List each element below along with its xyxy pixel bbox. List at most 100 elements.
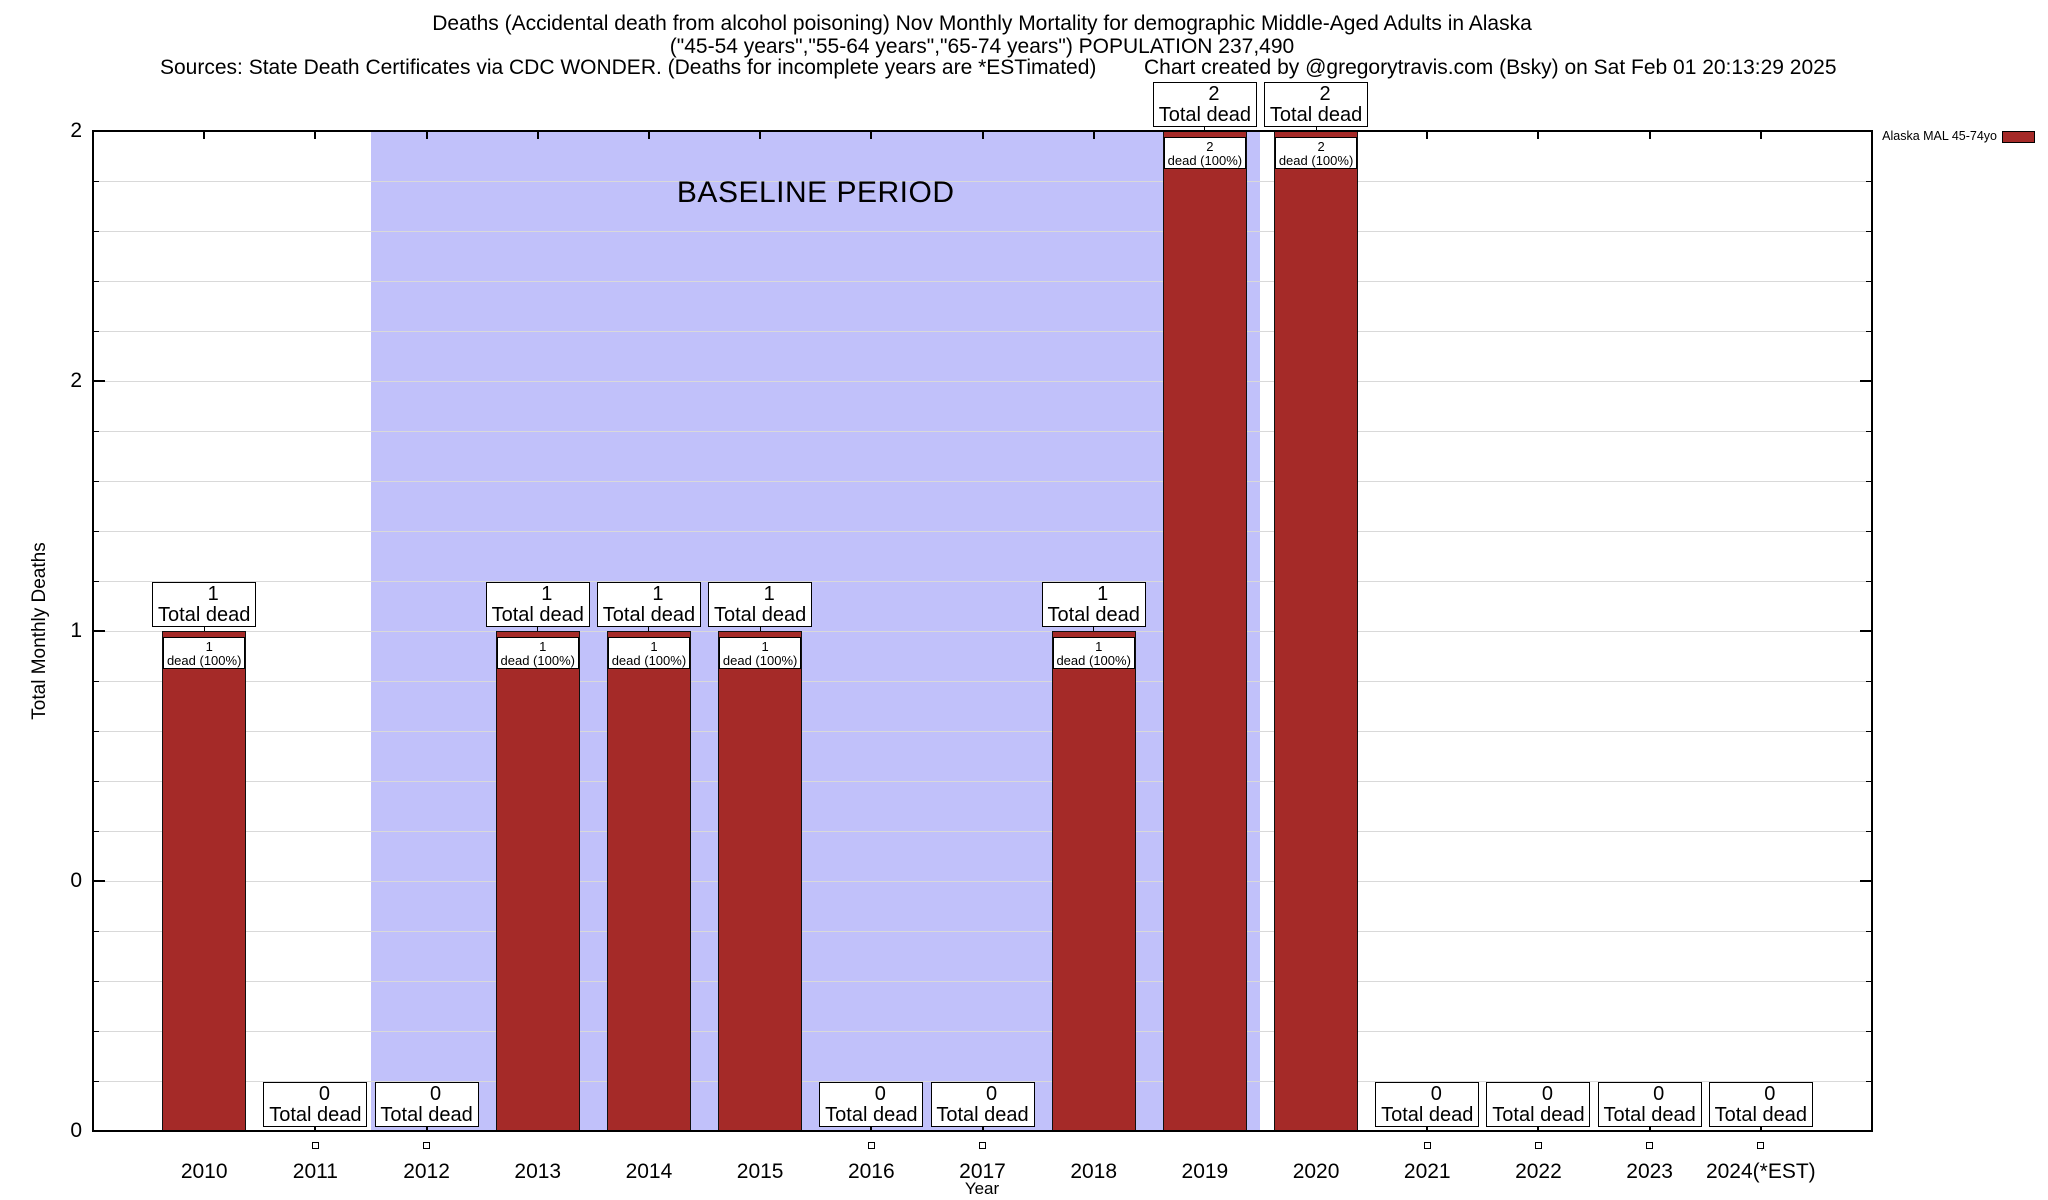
gridline	[93, 830, 1872, 832]
gridline	[93, 780, 1872, 782]
y-minor-tick-right	[1866, 580, 1872, 582]
y-minor-tick-left	[93, 230, 99, 232]
gridline	[93, 930, 1872, 932]
x-tick-top	[203, 131, 206, 139]
total-dead-value: 0	[874, 1083, 886, 1105]
y-minor-tick-left	[93, 930, 99, 932]
dead-pct-box-2014: 1 dead (100%)	[607, 637, 690, 669]
dead-count-value: 1	[539, 639, 547, 654]
y-major-tick-right	[1860, 130, 1872, 132]
total-dead-box-2013: 1 Total dead	[485, 582, 590, 627]
total-dead-value: 0	[430, 1083, 442, 1105]
y-minor-tick-left	[93, 980, 99, 982]
x-tick-label-2021: 2021	[1403, 1160, 1451, 1183]
x-tick-label-2023: 2023	[1626, 1160, 1673, 1183]
y-major-tick-left	[93, 880, 105, 882]
dead-count-value: 2	[1317, 139, 1325, 154]
x-tick-top	[647, 131, 650, 139]
y-minor-tick-left	[93, 580, 99, 582]
y-minor-tick-right	[1866, 980, 1872, 982]
total-dead-label: Total dead	[380, 1104, 473, 1126]
gridline	[93, 680, 1872, 682]
zero-marker-2021	[1423, 1142, 1431, 1149]
dead-pct-box-2018: 1 dead (100%)	[1052, 637, 1135, 669]
total-dead-label: Total dead	[1714, 1104, 1807, 1126]
y-minor-tick-right	[1866, 730, 1872, 732]
total-dead-label: Total dead	[936, 1104, 1029, 1126]
x-tick-label-2020: 2020	[1292, 1160, 1340, 1183]
bar-2015	[718, 631, 803, 1131]
dead-pct-label: dead (100%)	[1278, 153, 1354, 168]
x-tick-label-2012: 2012	[403, 1160, 450, 1183]
y-minor-tick-right	[1866, 780, 1872, 782]
zero-marker-2023	[1646, 1142, 1654, 1149]
bar-2020	[1274, 131, 1359, 1131]
y-major-tick-left	[93, 1130, 105, 1132]
total-dead-value: 0	[318, 1083, 330, 1105]
y-tick-label: 2	[70, 369, 82, 392]
y-minor-tick-left	[93, 180, 99, 182]
gridline	[93, 1030, 1872, 1032]
baseline-period-label: BASELINE PERIOD	[676, 176, 955, 209]
y-minor-tick-right	[1866, 480, 1872, 482]
total-dead-label: Total dead	[491, 604, 584, 626]
gridline	[93, 280, 1872, 282]
total-dead-label: Total dead	[602, 604, 696, 626]
dead-pct-label: dead (100%)	[1056, 653, 1131, 668]
total-dead-label: Total dead	[713, 604, 807, 626]
box-connector-2010	[203, 627, 205, 631]
total-dead-box-2012: 0 Total dead	[374, 1082, 479, 1127]
zero-marker-2012	[423, 1142, 431, 1149]
x-tick-top	[1648, 131, 1651, 139]
chart-title-line1: Deaths (Accidental death from alcohol po…	[432, 12, 1532, 35]
gridline	[93, 1080, 1872, 1082]
total-dead-box-2017: 0 Total dead	[930, 1082, 1035, 1127]
total-dead-value: 1	[652, 583, 664, 605]
total-dead-value: 2	[1319, 83, 1331, 105]
total-dead-box-2010: 1 Total dead	[152, 582, 257, 627]
gridline	[93, 430, 1872, 432]
dead-pct-box-2015: 1 dead (100%)	[719, 637, 802, 669]
box-connector-2011	[314, 1127, 316, 1131]
credit-note: Chart created by @gregorytravis.com (Bsk…	[1144, 56, 1837, 79]
total-dead-label: Total dead	[1603, 1104, 1696, 1126]
y-minor-tick-left	[93, 430, 99, 432]
total-dead-value: 0	[1653, 1083, 1665, 1105]
dead-pct-label: dead (100%)	[500, 653, 575, 668]
total-dead-label: Total dead	[269, 1104, 362, 1126]
total-dead-label: Total dead	[1158, 104, 1252, 126]
x-tick-top	[425, 131, 428, 139]
total-dead-label: Total dead	[825, 1104, 918, 1126]
x-tick-label-2024: 2024(*EST)	[1705, 1160, 1816, 1183]
y-tick-label: 1	[70, 619, 82, 642]
x-tick-label-2011: 2011	[292, 1160, 338, 1183]
total-dead-value: 2	[1208, 83, 1220, 105]
box-connector-2020	[1315, 127, 1317, 131]
box-connector-2022	[1537, 1127, 1539, 1131]
x-tick-top	[870, 131, 873, 139]
x-tick-label-2017: 2017	[959, 1160, 1006, 1183]
x-tick-label-2018: 2018	[1070, 1160, 1118, 1183]
total-dead-value: 1	[1097, 583, 1109, 605]
y-minor-tick-right	[1866, 1080, 1872, 1082]
zero-marker-2024	[1757, 1142, 1765, 1149]
dead-pct-label: dead (100%)	[1167, 153, 1243, 168]
total-dead-label: Total dead	[1047, 604, 1140, 626]
y-minor-tick-right	[1866, 180, 1872, 182]
x-tick-top	[314, 131, 317, 139]
chart-title-line2: ("45-54 years","55-64 years","65-74 year…	[669, 35, 1295, 58]
y-minor-tick-right	[1866, 930, 1872, 932]
total-dead-box-2020: 2 Total dead	[1264, 82, 1369, 127]
total-dead-label: Total dead	[1492, 1104, 1585, 1126]
box-connector-2015	[759, 627, 761, 631]
y-major-tick-left	[93, 130, 105, 132]
y-tick-label: 2	[70, 119, 82, 142]
y-minor-tick-right	[1866, 430, 1872, 432]
total-dead-box-2023: 0 Total dead	[1597, 1082, 1702, 1127]
box-connector-2014	[648, 627, 650, 631]
dead-count-value: 1	[761, 639, 769, 654]
total-dead-box-2014: 1 Total dead	[596, 582, 701, 627]
x-tick-top	[1759, 131, 1762, 139]
